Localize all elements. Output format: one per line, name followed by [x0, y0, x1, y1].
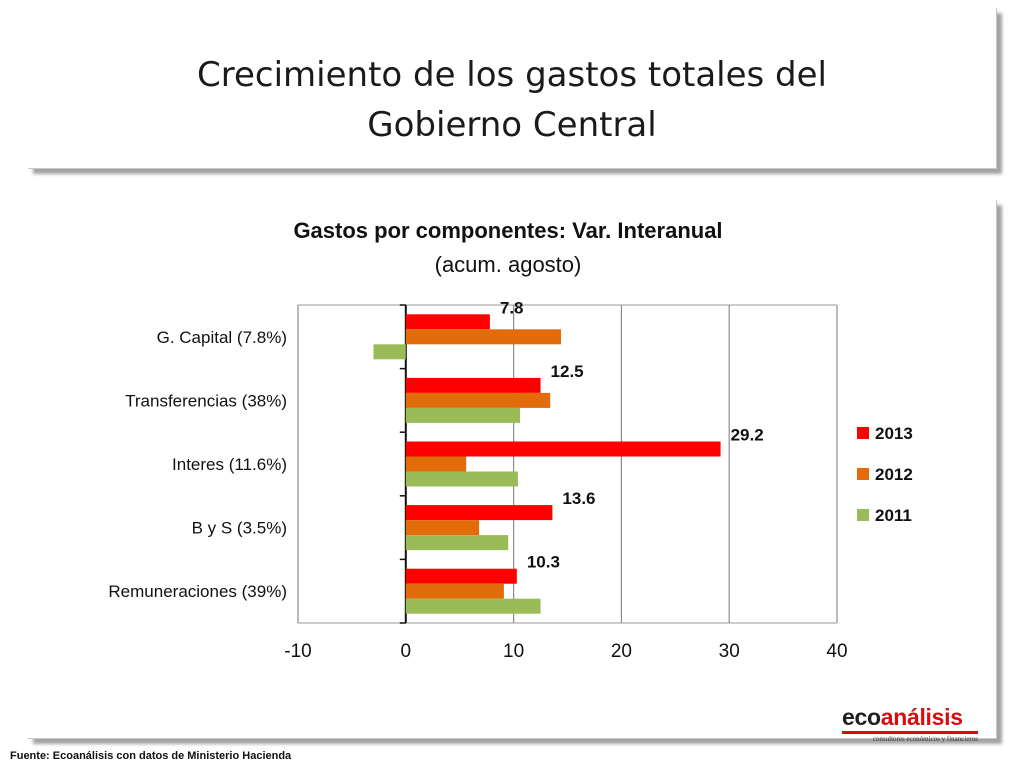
legend-label: 2013: [875, 424, 913, 443]
data-label: 7.8: [500, 298, 524, 317]
bar-2013: [405, 505, 553, 521]
bar-2011: [405, 535, 509, 551]
bar-2013: [405, 377, 541, 393]
bar-2012: [405, 329, 562, 345]
bar-2011: [373, 344, 406, 360]
x-tick-label: -10: [284, 641, 311, 662]
bar-2012: [405, 392, 551, 408]
x-tick-label: 0: [401, 641, 412, 662]
chart-panel: [28, 200, 997, 739]
logo-word-eco: eco: [842, 704, 881, 730]
source-note: Fuente: Ecoanálisis con datos de Ministe…: [10, 750, 292, 762]
logo-underline: [842, 731, 978, 734]
slide-title: Crecimiento de los gastos totales del Go…: [28, 50, 996, 150]
category-label: Transferencias (38%): [125, 391, 287, 410]
data-label: 12.5: [551, 362, 584, 381]
legend-label: 2011: [875, 506, 912, 525]
x-tick-label: 10: [503, 641, 524, 662]
ecoanalisis-logo: ecoanálisis consultores económicos y fin…: [842, 704, 978, 743]
x-tick-label: 40: [826, 641, 847, 662]
bar-2013: [405, 441, 721, 457]
chart-title-line1: Gastos por componentes: Var. Interanual: [293, 218, 722, 243]
bar-2012: [405, 583, 504, 599]
x-tick-label: 20: [611, 641, 632, 662]
data-label: 10.3: [527, 553, 560, 572]
slide-title-line2: Gobierno Central: [367, 105, 657, 145]
bar-2012: [405, 520, 480, 536]
logo-tagline: consultores económicos y financieros: [872, 735, 978, 743]
category-label: Remuneraciones (39%): [108, 582, 287, 601]
category-label: Interes (11.6%): [172, 455, 287, 474]
chart-title-line2: (acum. agosto): [435, 252, 582, 277]
data-label: 13.6: [562, 489, 595, 508]
bar-2013: [405, 314, 490, 330]
category-label: B y S (3.5%): [192, 519, 287, 538]
slide-title-line1: Crecimiento de los gastos totales del: [197, 55, 827, 95]
x-tick-label: 30: [719, 641, 740, 662]
legend-swatch-2012: [857, 468, 869, 480]
bar-2012: [405, 456, 467, 472]
bar-2011: [405, 471, 518, 487]
logo-word-analisis: análisis: [880, 704, 963, 730]
data-label: 29.2: [731, 426, 764, 445]
bar-2013: [405, 568, 517, 584]
category-label: G. Capital (7.8%): [157, 328, 287, 347]
title-panel: [28, 8, 997, 169]
legend-swatch-2013: [857, 427, 869, 439]
legend-swatch-2011: [857, 509, 869, 521]
bar-2011: [405, 598, 541, 614]
bar-2011: [405, 407, 521, 423]
legend-label: 2012: [875, 465, 913, 484]
